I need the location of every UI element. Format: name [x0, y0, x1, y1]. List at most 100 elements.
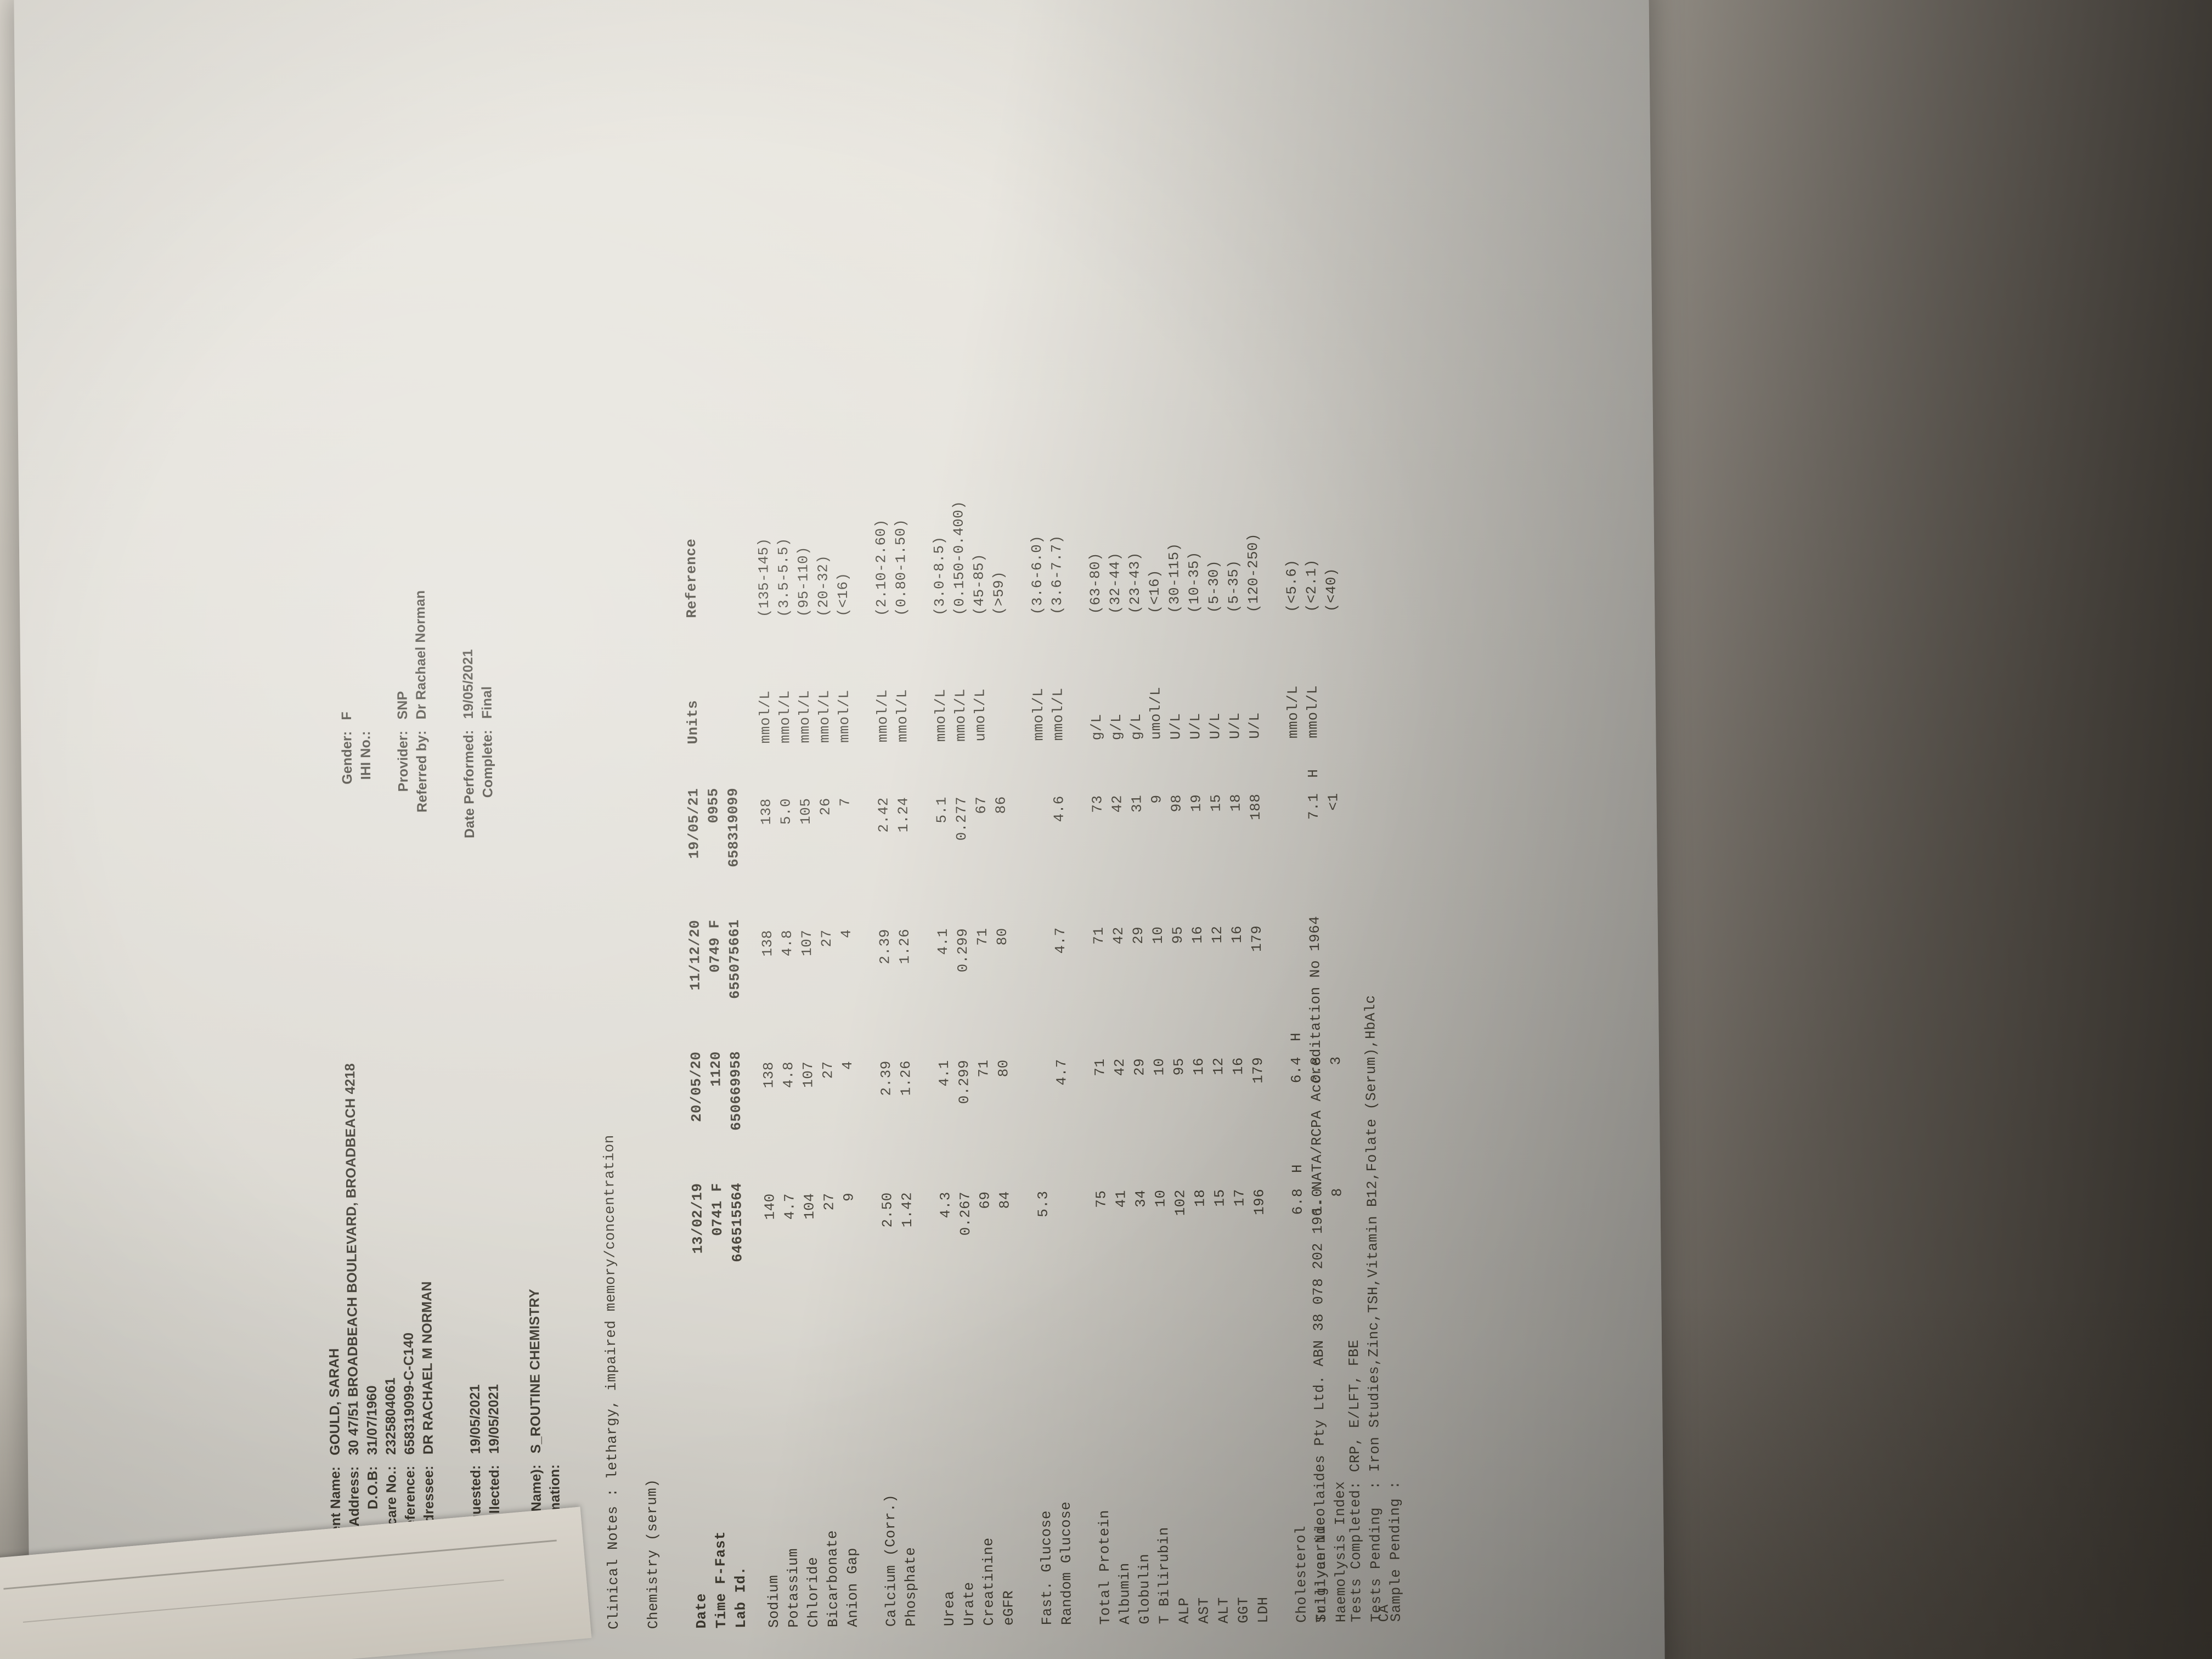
clinical-notes: Clinical Notes : lethargy, impaired memo…	[601, 1135, 622, 1630]
units-1-0: mmol/L	[874, 689, 891, 743]
gender-label: Gender:	[339, 731, 356, 785]
addressee-value: DR RACHAEL M NORMAN	[419, 1281, 436, 1455]
pathology-report-sheet: Patient Name: Patient Address: D.O.B: Me…	[14, 0, 1665, 1659]
value-r4-5-c1: 18	[1192, 1189, 1209, 1207]
units-3-1: mmol/L	[1049, 687, 1067, 741]
value-r4-3-c3: 10	[1149, 926, 1167, 944]
value-r0-4-c3: 4	[838, 929, 855, 939]
value-r0-2-c3: 107	[798, 929, 816, 957]
units-2-1: mmol/L	[952, 689, 969, 742]
section-title: Chemistry (serum)	[644, 1479, 662, 1629]
value-r2-2-c3: 71	[974, 928, 991, 946]
value-r2-3-c3: 80	[994, 928, 1011, 946]
value-r4-8-c3: 179	[1248, 925, 1266, 952]
value-r5-0-c2: 6.4	[1288, 1056, 1305, 1084]
test-name-random-glucose: Random Glucose	[1057, 1501, 1075, 1626]
paper-line-2	[22, 1579, 504, 1623]
value-r3-1-c2: 4.7	[1053, 1058, 1070, 1086]
reference-3-0: (3.6-6.0)	[1028, 535, 1046, 615]
value-r4-2-c1: 34	[1132, 1189, 1149, 1208]
value-r0-1-c2: 4.8	[780, 1061, 797, 1088]
test-name-ggt: GGT	[1235, 1596, 1252, 1624]
column-2-lab_id: 650669958	[727, 1051, 745, 1131]
units-0-0: mmol/L	[757, 690, 774, 744]
date-requested-value: 19/05/2021	[467, 1384, 483, 1454]
test-name-urate: Urate	[961, 1582, 978, 1626]
value-r4-0-c3: 71	[1090, 927, 1108, 945]
referred-by-label: Referred by:	[414, 730, 430, 813]
reference-4-8: (120-250)	[1244, 533, 1262, 613]
reference-1-1: (0.80-1.50)	[892, 518, 910, 617]
column-3-date: 11/12/20	[686, 919, 704, 991]
units-3-0: mmol/L	[1030, 687, 1047, 741]
reference-0-3: (20-32)	[815, 555, 832, 617]
lab-accreditation-line: Sullivan Nicolaides Pty Ltd. ABN 38 078 …	[1306, 916, 1330, 1623]
value-r4-4-c1: 102	[1172, 1189, 1189, 1216]
reference-0-4: (<16)	[834, 572, 852, 617]
value-r0-1-c4: 5.0	[777, 798, 794, 825]
date-collected-value: 19/05/2021	[486, 1384, 502, 1454]
value-r0-0-c3: 138	[759, 930, 776, 957]
value-r3-1-c3: 4.7	[1052, 927, 1069, 954]
value-r5-0-c1: 6.8	[1289, 1188, 1306, 1215]
test-name-globulin: Globulin	[1136, 1553, 1153, 1624]
reference-header: Reference	[682, 538, 701, 618]
value-r1-0-c4: 2.42	[875, 797, 893, 833]
value-r2-2-c4: 67	[973, 796, 990, 814]
value-r2-0-c2: 4.1	[936, 1060, 953, 1087]
ihi-no-label: IHI No.:	[358, 731, 374, 780]
value-r4-1-c2: 42	[1111, 1058, 1128, 1076]
value-r4-7-c1: 17	[1231, 1188, 1248, 1207]
value-r4-5-c3: 16	[1189, 926, 1206, 944]
reference-4-6: (5-30)	[1205, 560, 1223, 613]
value-r5-2-c4: <1	[1325, 793, 1342, 811]
dob-value: 31/07/1960	[364, 1385, 380, 1455]
tests-completed-line: Tests Completed: CRP, E/LFT, FBE	[1345, 1339, 1365, 1623]
units-0-1: mmol/L	[776, 690, 794, 744]
reference-4-5: (10-35)	[1186, 551, 1203, 613]
units-4-0: g/L	[1088, 714, 1105, 741]
test-name-alt: ALT	[1215, 1596, 1232, 1624]
reference-0-0: (135-145)	[755, 538, 773, 618]
test-name-ldh: LDH	[1255, 1596, 1272, 1623]
units-0-2: mmol/L	[796, 690, 814, 743]
value-r2-0-c1: 4.3	[937, 1192, 954, 1218]
test-name-urea: Urea	[941, 1590, 958, 1627]
value-r2-2-c2: 71	[975, 1059, 992, 1077]
value-r1-0-c1: 2.50	[879, 1192, 896, 1228]
value-r4-2-c4: 31	[1128, 794, 1146, 813]
value-r4-4-c3: 95	[1169, 926, 1187, 944]
reference-5-2: (<40)	[1323, 567, 1340, 612]
value-r4-7-c4: 18	[1227, 793, 1244, 812]
value-r4-6-c1: 15	[1211, 1189, 1228, 1207]
column-1-date: 13/02/19	[689, 1183, 707, 1254]
value-r1-1-c2: 1.26	[898, 1060, 915, 1096]
patient-name-value: GOULD, SARAH	[326, 1348, 343, 1456]
value-r0-3-c2: 27	[820, 1061, 837, 1079]
column-3-time: 0749 F	[706, 919, 724, 973]
units-2-0: mmol/L	[932, 689, 950, 742]
units-4-8: U/L	[1246, 712, 1263, 739]
value-r0-2-c2: 107	[800, 1061, 817, 1088]
test-name-t-bilirubin: T Bilirubin	[1155, 1527, 1173, 1624]
tests-pending-line: Tests Pending : Iron Studies,Zinc,TSH,Vi…	[1362, 995, 1385, 1622]
test-name-fast-glucose: Fast. Glucose	[1037, 1510, 1056, 1626]
test-name-albumin: Albumin	[1116, 1562, 1133, 1625]
value-r4-2-c2: 29	[1131, 1058, 1148, 1076]
units-1-1: mmol/L	[894, 689, 911, 743]
report-document: Patient Name: Patient Address: D.O.B: Me…	[261, 0, 1418, 1659]
sample-pending-line: Sample Pending :	[1386, 1480, 1404, 1622]
complete-value: Final	[479, 686, 495, 719]
value-r2-3-c2: 80	[995, 1059, 1012, 1077]
reference-2-0: (3.0-8.5)	[930, 536, 949, 616]
value-r1-1-c1: 1.42	[899, 1192, 916, 1228]
units-5-1: mmol/L	[1304, 685, 1322, 738]
units-4-1: g/L	[1108, 713, 1125, 741]
value-r2-1-c4: 0.277	[953, 796, 970, 841]
lab-reference-value: 658319099-C-C140	[400, 1332, 417, 1455]
reference-2-3: (>59)	[990, 571, 1008, 616]
value-r4-0-c1: 75	[1093, 1190, 1110, 1208]
results-table: Date 13/02/19 20/05/20 11/12/20 19/05/21 Unit…	[261, 8, 1392, 1659]
test-name-alp: ALP	[1176, 1597, 1193, 1624]
